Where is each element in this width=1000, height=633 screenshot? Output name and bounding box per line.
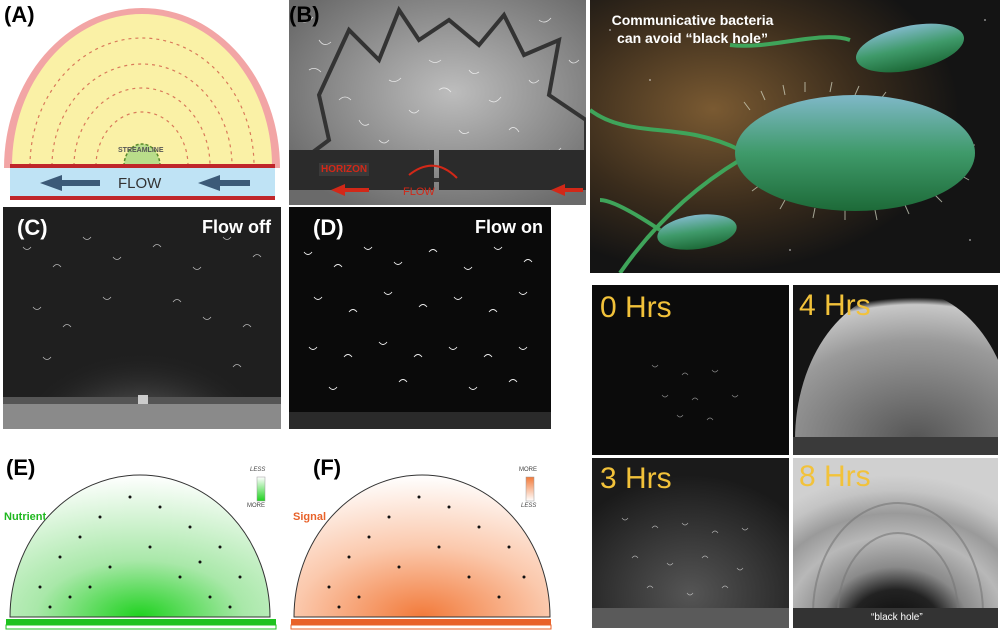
timelapse-4hrs-label: 4 Hrs	[799, 289, 871, 322]
nutrient-scale-top: LESS	[250, 467, 266, 473]
nutrient-scale-bottom: MORE	[247, 503, 265, 509]
timelapse-3hrs-image	[592, 458, 789, 628]
panel-b-label: (B)	[289, 2, 320, 27]
panel-c: (C) Flow off	[3, 207, 281, 429]
panel-f-diagram	[290, 474, 552, 630]
signal-scale-top: MORE	[519, 467, 537, 473]
panel-e-label: (E)	[6, 455, 36, 480]
timelapse-0hrs-image	[592, 285, 789, 455]
panel-a-diagram	[4, 8, 280, 200]
timelapse-3hrs-label: 3 Hrs	[600, 462, 672, 495]
panel-e: (E) Nutrient LESS MORE	[0, 447, 285, 633]
panel-d: (D) Flow on	[289, 207, 551, 429]
timelapse-8hrs-image	[793, 458, 998, 628]
flow-label-b: FLOW	[403, 186, 435, 198]
panel-a-label: (A)	[4, 2, 35, 27]
timelapse-4hrs-image	[793, 290, 998, 455]
timelapse-0hrs: 0 Hrs	[592, 285, 789, 455]
panel-c-caption: Flow off	[202, 217, 271, 237]
timelapse-8hrs-label: 8 Hrs	[799, 460, 871, 493]
timelapse-8hrs: 8 Hrs “black hole”	[793, 458, 998, 628]
panel-f-label: (F)	[313, 455, 342, 480]
signal-scale-bottom: LESS	[521, 503, 537, 509]
bacteria-art	[590, 0, 1000, 273]
streamline-label: STREAMLINE	[118, 147, 164, 154]
timelapse-3hrs: 3 Hrs	[592, 458, 789, 628]
panel-e-diagram	[5, 474, 277, 630]
panel-b-image	[289, 0, 586, 205]
panel-c-label: (C)	[17, 215, 48, 240]
panel-f: (F) Signal MORE LESS	[289, 447, 554, 633]
flow-label: FLOW	[118, 175, 162, 192]
timelapse-0hrs-label: 0 Hrs	[600, 291, 672, 324]
panel-d-caption: Flow on	[475, 217, 543, 237]
panel-c-image	[3, 207, 281, 429]
panel-a: (A) STREAMLINE FLOW	[0, 0, 285, 205]
signal-label: Signal	[293, 511, 327, 523]
panel-b: (B) HORIZON FLOW	[289, 0, 586, 205]
panel-d-image	[289, 207, 551, 429]
illustration-caption-1: Communicative bacteria	[611, 12, 774, 28]
black-hole-label: “black hole”	[871, 612, 923, 623]
timelapse-4hrs: 4 Hrs	[793, 285, 998, 455]
horizon-label: HORIZON	[319, 163, 370, 176]
bacteria-illustration: Communicative bacteria can avoid “black …	[590, 0, 1000, 273]
panel-d-label: (D)	[313, 215, 344, 240]
nutrient-label: Nutrient	[4, 511, 47, 523]
illustration-caption-2: can avoid “black hole”	[617, 30, 768, 46]
